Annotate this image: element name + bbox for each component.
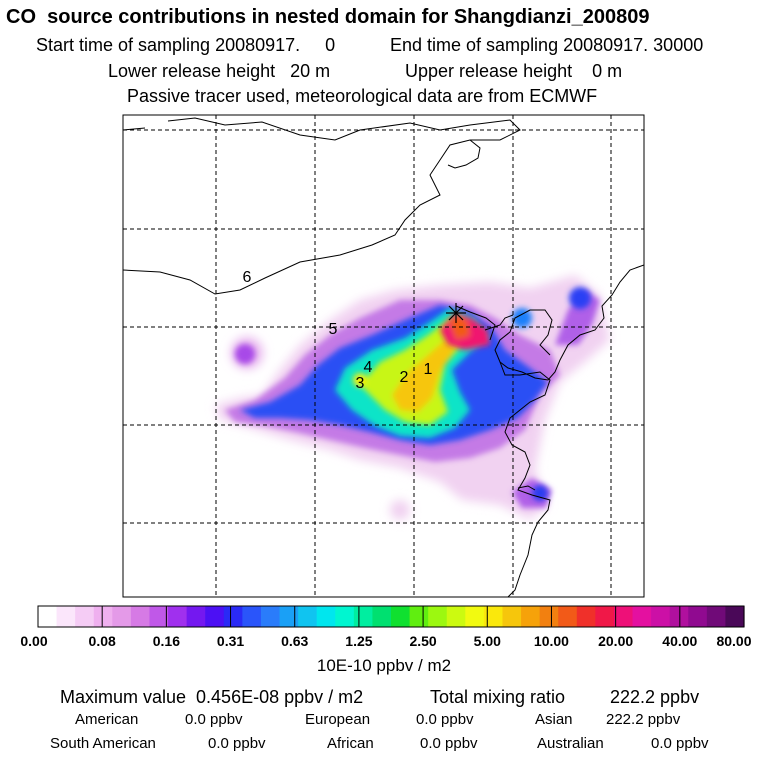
colorbar-cell — [502, 606, 522, 627]
contour-yellow — [353, 318, 470, 425]
region-name-south-american: South American — [50, 735, 156, 752]
region-value-australian: 0.0 ppbv — [651, 735, 709, 752]
colorbar-tick-label: 0.16 — [153, 633, 180, 649]
total-mixing-label: Total mixing ratio — [430, 687, 566, 707]
colorbar-cell — [260, 606, 281, 627]
colorbar-tick-label: 0.08 — [89, 633, 116, 649]
region-label-6: 6 — [243, 269, 252, 286]
lower-release-label: Lower release height 20 m — [108, 61, 331, 81]
region-name-american: American — [75, 711, 139, 728]
region-value-asian: 222.2 ppbv — [606, 711, 681, 728]
colorbar-cell — [632, 606, 652, 627]
colorbar-cell — [56, 606, 76, 627]
start-time-label: Start time of sampling 20080917. 0 — [36, 35, 336, 55]
colorbar-cell — [595, 606, 615, 627]
colorbar-cell — [669, 606, 689, 627]
region-value-american: 0.0 ppbv — [185, 711, 243, 728]
colorbar-cell — [242, 606, 262, 627]
colorbar-cell — [279, 606, 299, 627]
region-label-2: 2 — [400, 369, 409, 386]
colorbar-tick-label: 10.00 — [534, 633, 569, 649]
colorbar-cell — [539, 606, 559, 627]
colorbar-cell — [706, 606, 727, 627]
region-value-african: 0.0 ppbv — [420, 735, 478, 752]
end-time-label: End time of sampling 20080917. 30000 — [390, 35, 704, 55]
region-label-3: 3 — [356, 375, 365, 392]
region-value-south-american: 0.0 ppbv — [208, 735, 266, 752]
colorbar-cell — [223, 606, 243, 627]
colorbar-cell — [298, 606, 318, 627]
colorbar-cell — [446, 606, 466, 627]
graticule — [123, 115, 644, 597]
colorbar-cell — [149, 606, 169, 627]
colorbar-tick-label: 2.50 — [409, 633, 436, 649]
colorbar-tick-label: 0.63 — [281, 633, 308, 649]
colorbar-unit: 10E-10 ppbv / m2 — [316, 656, 452, 675]
colorbar-cell — [168, 606, 188, 627]
colorbar-cell — [112, 606, 132, 627]
colorbar-cell — [576, 606, 596, 627]
colorbar-cell — [316, 606, 336, 627]
colorbar-tick-label: 1.25 — [345, 633, 372, 649]
region-label-4: 4 — [364, 359, 373, 376]
colorbar-cell — [725, 606, 745, 627]
region-name-african: African — [327, 735, 374, 752]
colorbar-cell — [409, 606, 429, 627]
colorbar-cell — [558, 606, 578, 627]
colorbar-cell — [613, 606, 634, 627]
colorbar-cell — [372, 606, 392, 627]
colorbar-tick-label: 0.31 — [217, 633, 244, 649]
region-name-australian: Australian — [537, 735, 604, 752]
region-name-asian: Asian — [535, 711, 573, 728]
total-mixing-value: 222.2 ppbv — [610, 687, 700, 707]
colorbar-cell — [651, 606, 671, 627]
region-label-1: 1 — [424, 361, 433, 378]
upper-release-label: Upper release height 0 m — [405, 61, 623, 81]
colorbar-cell — [335, 606, 355, 627]
colorbar-cell — [521, 606, 541, 627]
chart-title: CO source contributions in nested domain… — [6, 6, 650, 28]
receptor-marker — [446, 303, 466, 323]
tracer-note: Passive tracer used, meteorological data… — [127, 86, 598, 106]
colorbar-tick-label: 5.00 — [474, 633, 501, 649]
colorbar-tick-label: 40.00 — [662, 633, 697, 649]
colorbar-cell — [465, 606, 485, 627]
max-value-label: Maximum value 0.456E-08 ppbv / m2 — [60, 687, 364, 707]
region-label-5: 5 — [329, 321, 338, 338]
region-name-european: European — [305, 711, 371, 728]
region-value-european: 0.0 ppbv — [416, 711, 474, 728]
plume-field — [215, 275, 610, 520]
colorbar-tick-label: 80.00 — [716, 633, 751, 649]
colorbar-cell — [130, 606, 151, 627]
colorbar-cell — [75, 606, 95, 627]
colorbar: 0.00 0.08 0.16 0.31 0.63 1.25 2.50 5.00 10.00 20.… — [20, 605, 752, 649]
colorbar-cell — [428, 606, 448, 627]
colorbar-cell — [391, 606, 411, 627]
colorbar-tick-label: 0.00 — [20, 633, 47, 649]
colorbar-cell — [688, 606, 708, 627]
colorbar-cell — [38, 606, 58, 627]
coastline-borders — [123, 117, 644, 597]
colorbar-cell — [93, 606, 113, 627]
colorbar-cell — [483, 606, 504, 627]
colorbar-cell — [186, 606, 206, 627]
colorbar-cell — [205, 606, 225, 627]
colorbar-tick-label: 20.00 — [598, 633, 633, 649]
colorbar-cell — [353, 606, 374, 627]
